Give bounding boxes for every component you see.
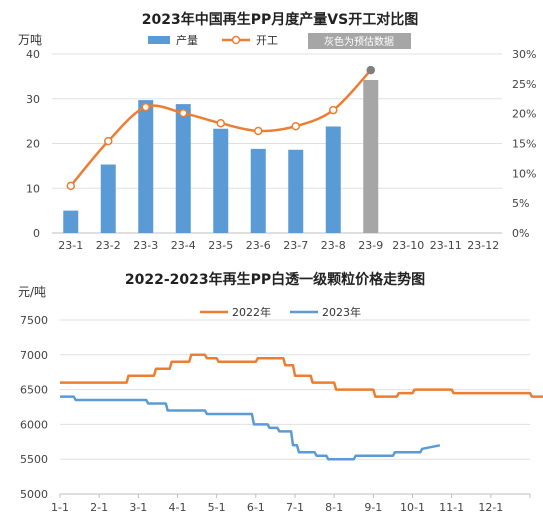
bar [250,148,266,233]
chart2-title: 2022-2023年再生PP白透一级颗粒价格走势图 [125,271,425,288]
y-tick-label-right: 10% [512,167,536,180]
legend-bar-label: 产量 [176,33,198,47]
x-tick-label: 23-2 [96,239,121,252]
x-tick-label: 9-1 [364,501,382,514]
chart1-title: 2023年中国再生PP月度产量VS开工对比图 [142,11,418,28]
line-point [104,136,113,146]
x-tick-label: 23-1 [58,239,83,252]
line-point [291,121,300,131]
y-tick-label-right: 5% [512,197,529,210]
line-point [366,65,375,75]
y-tick-label-right: 15% [512,138,536,151]
x-tick-label: 3-1 [129,501,147,514]
y-tick-label: 5000 [20,488,48,501]
chart1-plot: 0 10 20 30 40 0% 5% 10% 15% 20% 25% 30% 23-1 23-2 23-3… [26,48,536,252]
x-tick-label: 23-6 [246,239,271,252]
line-point [179,108,188,118]
x-tick-label: 23-11 [430,239,462,252]
x-tick-label: 23-7 [283,239,308,252]
legend-line-label: 开工 [256,34,278,47]
line-point [254,126,263,136]
bar [63,210,79,233]
x-tick-label: 23-8 [321,239,346,252]
line-series-2022 [60,353,543,398]
bar-forecast [363,79,379,233]
legend-2022-label: 2022年 [232,305,271,319]
y-tick-label: 7000 [20,349,48,362]
x-tick-label: 12-1 [478,501,503,514]
x-tick-label: 23-10 [392,239,424,252]
y-tick-label-left: 30 [26,93,40,106]
x-tick-label: 23-5 [208,239,233,252]
line-point [66,181,75,191]
bar [325,126,341,233]
y-tick-label-right: 30% [512,48,536,61]
line-point [216,118,225,128]
bar [138,100,154,233]
legend-forecast-label: 灰色为预估数据 [324,35,394,48]
x-tick-label: 7-1 [286,501,304,514]
y-tick-label-right: 20% [512,108,536,121]
chart1-left-unit: 万吨 [18,33,42,47]
legend-forecast-box [308,33,411,49]
x-tick-label: 23-12 [467,239,499,252]
y-tick-label-left: 40 [26,48,40,61]
x-tick-label: 2-1 [90,501,108,514]
legend-line-marker [231,35,241,45]
x-tick-label: 23-4 [171,239,196,252]
bar [100,164,116,233]
x-tick-label: 6-1 [247,501,265,514]
y-tick-label-right: 0% [512,227,529,240]
y-tick-label: 6000 [20,418,48,431]
x-tick-label: 23-3 [133,239,158,252]
chart1-legend: 产量 开工 灰色为预估数据 [148,33,411,49]
x-tick-label: 23-9 [358,239,383,252]
bar [213,128,229,233]
legend-bar-swatch [148,36,170,44]
y-tick-label-right: 25% [512,78,536,91]
bar [175,104,191,234]
y-tick-label: 6500 [20,384,48,397]
x-tick-label: 5-1 [208,501,226,514]
y-tick-label: 5500 [20,453,48,466]
y-tick-label-left: 20 [26,138,40,151]
chart2-y-unit: 元/吨 [18,285,46,299]
x-tick-label: 8-1 [325,501,343,514]
x-tick-label: 1-1 [51,501,69,514]
chart2-plot: 5000 5500 6000 6500 7000 7500 1-1 2-1 3-1 4-1 5-1 6… [20,314,543,514]
legend-2023-label: 2023年 [322,305,361,319]
x-tick-label: 11-1 [439,501,464,514]
x-tick-label: 4-1 [169,501,187,514]
y-tick-label-left: 0 [33,227,40,240]
line-point [329,105,338,115]
y-tick-label: 7500 [20,314,48,327]
y-tick-label-left: 10 [26,182,40,195]
bar [288,149,304,233]
line-series-2023 [60,395,441,461]
line-point [141,102,150,112]
x-tick-label: 10-1 [400,501,425,514]
chart2-legend: 2022年 2023年 [200,305,361,319]
